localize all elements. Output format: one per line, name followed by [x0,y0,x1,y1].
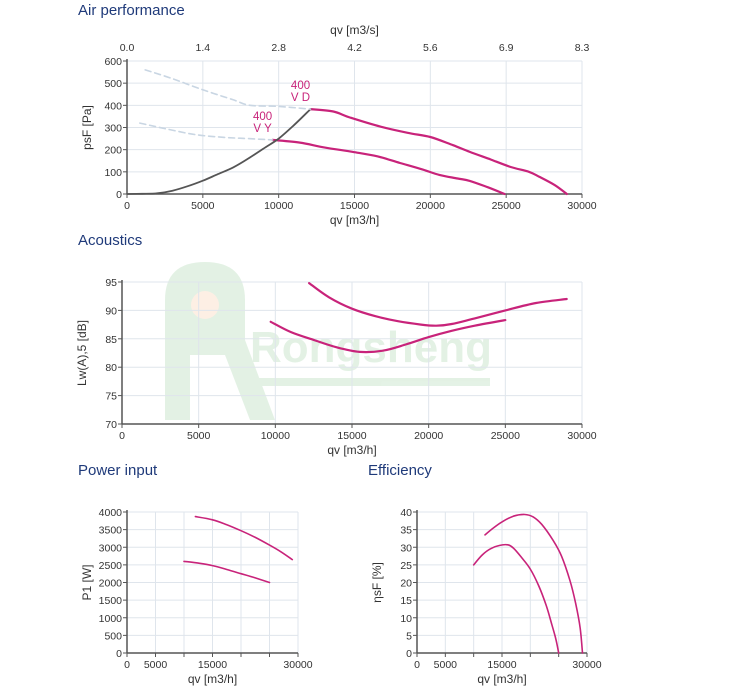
efficiency-x-tick-label: 30000 [572,659,601,671]
air-x-tick-label: 5000 [191,200,215,212]
power-chart: 0 5000 15000 30000 0 500 1000 1500 2000 2500 3000 3… [80,507,313,686]
efficiency-y-tick-label: 0 [406,648,412,660]
power-y-tick-label: 4000 [99,507,123,519]
power-x-tick-label: 5000 [144,659,168,671]
air-y-tick-label: 100 [104,167,122,179]
efficiency-series-400-v-y [472,543,560,654]
power-y-tick-label: 2500 [99,560,123,572]
efficiency-y-tick-label: 30 [400,542,412,554]
watermark-logo: Rongsheng [165,262,492,420]
efficiency-x-tick-label: 0 [414,659,420,671]
efficiency-x-tick-label: 5000 [434,659,458,671]
air-series-400-v-d [309,108,568,196]
air-x2-tick-label: 6.9 [499,42,514,54]
air-y-tick-label: 600 [104,56,122,68]
efficiency-y-tick-label: 40 [400,507,412,519]
air-y-tick-label: 500 [104,78,122,90]
air-x2-tick-label: 2.8 [271,42,286,54]
air-x2-tick-label: 8.3 [575,42,590,54]
air-x2-tick-label: 5.6 [423,42,438,54]
air-x-tick-label: 30000 [567,200,596,212]
air-x2-tick-label: 1.4 [196,42,211,54]
efficiency-y-tick-label: 10 [400,613,412,625]
acoustics-y-tick-label: 70 [105,419,117,431]
acoustics-x-tick-label: 30000 [567,430,596,442]
power-series-400-v-d [194,515,294,561]
power-x-axis-label: qv [m3/h] [188,672,237,686]
air-series-400-v-y [271,138,506,196]
efficiency-y-axis-label: ηsF [%] [370,562,384,603]
air-curve-label-400-v-d: 400 [291,80,310,92]
efficiency-y-tick-label: 5 [406,630,412,642]
acoustics-y-tick-label: 75 [105,391,117,403]
efficiency-y-tick-label: 35 [400,525,412,537]
air-y-tick-label: 200 [104,145,122,157]
air-x-tick-label: 15000 [340,200,369,212]
power-y-tick-label: 2000 [99,578,123,590]
acoustics-y-tick-label: 90 [105,305,117,317]
power-y-tick-label: 3500 [99,525,123,537]
efficiency-title: Efficiency [368,462,432,479]
power-y-tick-label: 1000 [99,613,123,625]
acoustics-x-tick-label: 5000 [187,430,211,442]
air-x-tick-label: 20000 [416,200,445,212]
acoustics-x-tick-label: 10000 [261,430,290,442]
air-y-tick-label: 400 [104,100,122,112]
watermark-logo-sun [191,291,219,319]
acoustics-series-400-v-y [269,319,507,354]
acoustics-x-tick-label: 0 [119,430,125,442]
power-y-tick-label: 0 [116,648,122,660]
air-series-system [126,108,312,195]
air-y-tick-label: 0 [116,189,122,201]
air-x-tick-label: 0 [124,200,130,212]
air-chart: 0 5000 10000 15000 20000 25000 30000 0 100 200 300… [80,23,597,227]
power-y-tick-label: 500 [104,630,122,642]
efficiency-series-400-v-d [484,513,584,654]
efficiency-x-tick-label: 15000 [487,659,516,671]
air-x2-tick-label: 0.0 [120,42,135,54]
watermark-underline [250,378,490,386]
acoustics-x-tick-label: 25000 [491,430,520,442]
power-y-tick-label: 3000 [99,542,123,554]
air-y-axis-label: psF [Pa] [80,105,94,150]
power-y-tick-label: 1500 [99,595,123,607]
acoustics-chart: 0 5000 10000 15000 20000 25000 30000 70 75 80 85 90… [75,277,597,457]
air-x-tick-label: 25000 [492,200,521,212]
power-y-axis-label: P1 [W] [80,564,94,600]
efficiency-y-tick-label: 15 [400,595,412,607]
air-curve-label-400-v-y: 400 [253,111,272,123]
acoustics-x-axis-label: qv [m3/h] [327,443,376,457]
acoustics-series-400-v-d [308,282,568,327]
power-x-tick-label: 30000 [283,659,312,671]
air-x-axis-label: qv [m3/h] [330,213,379,227]
air-x-tick-label: 10000 [264,200,293,212]
power-input-title: Power input [78,462,158,479]
efficiency-y-tick-label: 20 [400,578,412,590]
efficiency-y-tick-label: 25 [400,560,412,572]
air-series-vy-dashed [139,122,274,141]
watermark-logo-mark [165,262,275,420]
air-curve-label-400-v-d: V D [291,92,310,104]
acoustics-y-axis-label: Lw(A),5 [dB] [75,320,89,386]
air-series-vd-dashed [144,69,312,110]
efficiency-chart: 0 5000 15000 30000 0 5 10 15 20 25 30 35 40 qv [m3/h]… [370,507,602,686]
acoustics-y-tick-label: 85 [105,334,117,346]
air-curve-label-400-v-y: V Y [253,123,272,135]
air-y-tick-label: 300 [104,123,122,135]
air-x2-axis-label: qv [m3/s] [330,23,379,37]
acoustics-y-tick-label: 80 [105,362,117,374]
acoustics-y-tick-label: 95 [105,277,117,289]
power-x-tick-label: 15000 [198,659,227,671]
air-x2-tick-label: 4.2 [347,42,362,54]
air-performance-title: Air performance [78,2,185,19]
power-series-400-v-y [183,560,271,584]
power-x-tick-label: 0 [124,659,130,671]
acoustics-x-tick-label: 15000 [337,430,366,442]
efficiency-x-axis-label: qv [m3/h] [477,672,526,686]
acoustics-title: Acoustics [78,232,143,249]
acoustics-x-tick-label: 20000 [414,430,443,442]
